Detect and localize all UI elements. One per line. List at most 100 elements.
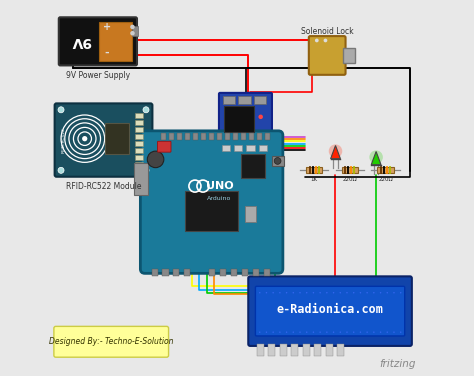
Text: Designed By:- Techno-E-Solution: Designed By:- Techno-E-Solution [49,337,173,346]
Bar [136,148,143,153]
Circle shape [339,292,341,293]
Circle shape [286,332,287,333]
Bar [306,167,322,173]
Bar [223,96,235,104]
Bar [169,133,174,140]
Circle shape [82,136,87,141]
Circle shape [393,292,395,293]
Circle shape [346,332,348,333]
Bar [201,133,206,140]
Bar [193,133,198,140]
Circle shape [292,292,294,293]
Bar [238,96,251,104]
Circle shape [266,332,267,333]
Circle shape [306,292,308,293]
Bar [222,145,230,151]
Circle shape [299,292,301,293]
Bar [253,269,259,276]
Circle shape [393,332,395,333]
Circle shape [326,332,328,333]
FancyBboxPatch shape [219,93,272,146]
FancyBboxPatch shape [309,36,346,75]
Circle shape [58,107,64,113]
Circle shape [266,292,267,293]
Circle shape [279,332,281,333]
Circle shape [130,31,135,35]
Bar [136,162,143,167]
Circle shape [400,332,401,333]
Circle shape [360,292,361,293]
Bar [134,164,147,196]
Bar [256,344,264,356]
Circle shape [259,292,261,293]
Text: 220Ω: 220Ω [378,177,393,182]
Bar [152,269,157,276]
Polygon shape [331,146,340,159]
Bar [185,133,190,140]
Circle shape [274,158,281,164]
Bar [132,26,138,36]
Bar [302,344,310,356]
Text: 220Ω: 220Ω [343,177,357,182]
Circle shape [143,107,149,113]
Bar [337,344,344,356]
Bar [257,133,262,140]
Bar [184,269,191,276]
Circle shape [147,151,164,168]
Circle shape [380,332,381,333]
FancyBboxPatch shape [248,276,412,346]
Bar [246,145,255,151]
Bar [377,167,394,173]
Circle shape [315,39,319,42]
Bar [231,269,237,276]
Bar [343,48,356,62]
Bar [342,167,358,173]
Polygon shape [371,152,381,165]
Circle shape [319,292,321,293]
Circle shape [143,167,149,173]
Circle shape [360,332,361,333]
FancyBboxPatch shape [255,287,405,336]
Bar [177,133,182,140]
Bar [259,145,267,151]
FancyBboxPatch shape [55,103,153,177]
Circle shape [380,292,381,293]
Bar [136,134,143,139]
Bar [209,133,214,140]
Bar [291,344,298,356]
Circle shape [258,115,263,119]
Circle shape [259,332,261,333]
Text: Solenoid Lock: Solenoid Lock [301,27,354,36]
Circle shape [273,292,274,293]
Circle shape [346,292,348,293]
Text: RFID-RC522 Module: RFID-RC522 Module [66,182,141,191]
Bar [173,269,180,276]
Bar [242,269,248,276]
Circle shape [333,292,334,293]
Bar [136,141,143,146]
Bar [136,155,143,159]
Bar [225,133,230,140]
Bar [136,120,143,125]
Bar [314,344,321,356]
Text: e-Radionica.com: e-Radionica.com [277,303,383,316]
Circle shape [400,292,401,293]
Text: UNO: UNO [206,181,233,191]
Bar [185,191,238,232]
Bar [245,206,255,222]
Circle shape [366,292,368,293]
Text: +: + [103,22,111,32]
Circle shape [299,332,301,333]
Circle shape [386,332,388,333]
Circle shape [386,292,388,293]
Circle shape [58,167,64,173]
Bar [136,127,143,132]
Bar [209,269,215,276]
Bar [241,154,265,178]
Circle shape [319,332,321,333]
Text: fritzing: fritzing [379,359,416,369]
Bar [234,145,242,151]
Bar [254,96,266,104]
Bar [249,133,255,140]
Circle shape [369,150,383,164]
